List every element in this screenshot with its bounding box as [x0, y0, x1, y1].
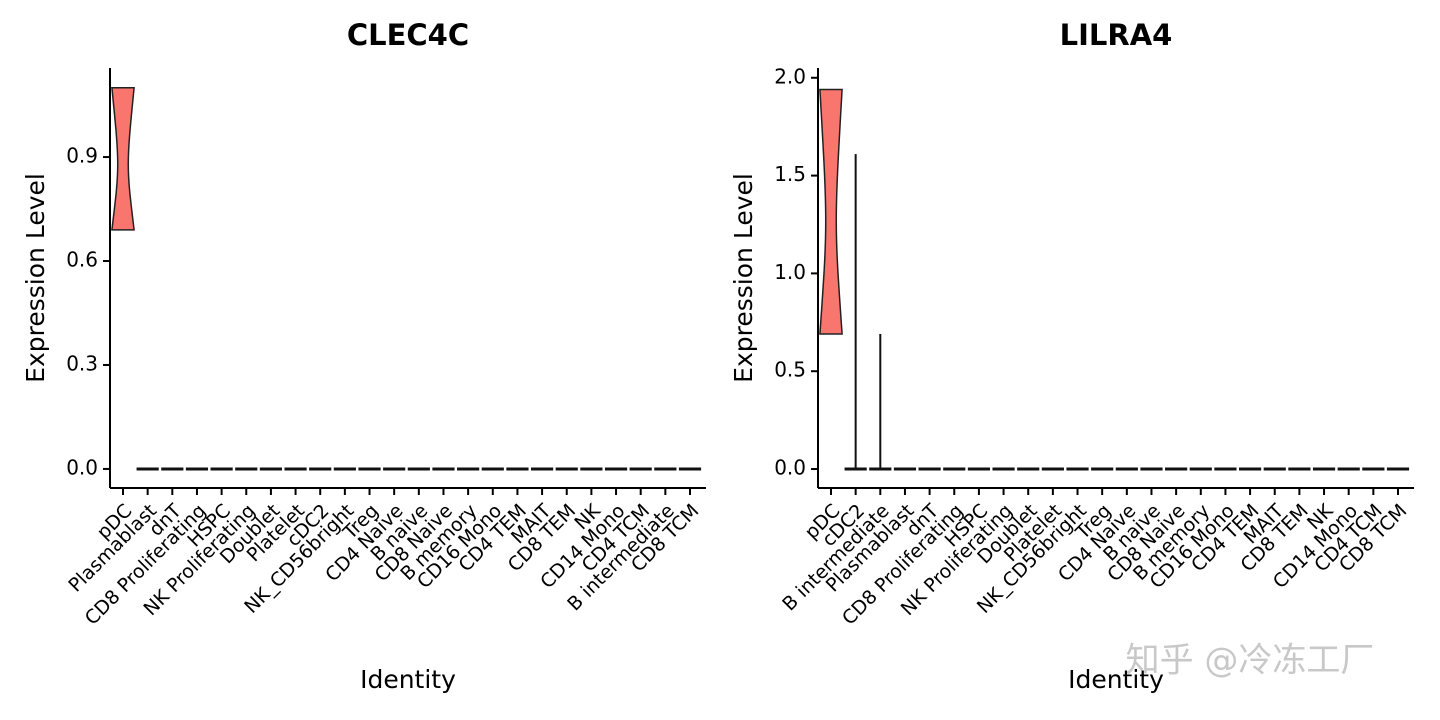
chart-title: CLEC4C [347, 18, 469, 52]
watermark: 知乎 @冷冻工厂 [1126, 641, 1375, 681]
y-axis-label: Expression Level [729, 173, 758, 383]
x-axis-label: Identity [360, 665, 456, 694]
x-axis-label: Identity [1068, 665, 1164, 694]
y-tick-label: 0.0 [774, 456, 806, 480]
chart-title: LILRA4 [1060, 18, 1173, 52]
y-tick-label: 2.0 [774, 64, 806, 88]
violin [111, 87, 135, 231]
y-tick-label: 0.6 [66, 248, 98, 272]
y-tick-label: 1.0 [774, 260, 806, 284]
y-tick-label: 0.0 [66, 455, 98, 479]
violin [819, 88, 843, 335]
y-tick-label: 0.3 [66, 351, 98, 375]
y-tick-label: 0.9 [66, 144, 98, 168]
y-tick-label: 0.5 [774, 358, 806, 382]
y-tick-label: 1.5 [774, 162, 806, 186]
y-axis-label: Expression Level [21, 173, 50, 383]
